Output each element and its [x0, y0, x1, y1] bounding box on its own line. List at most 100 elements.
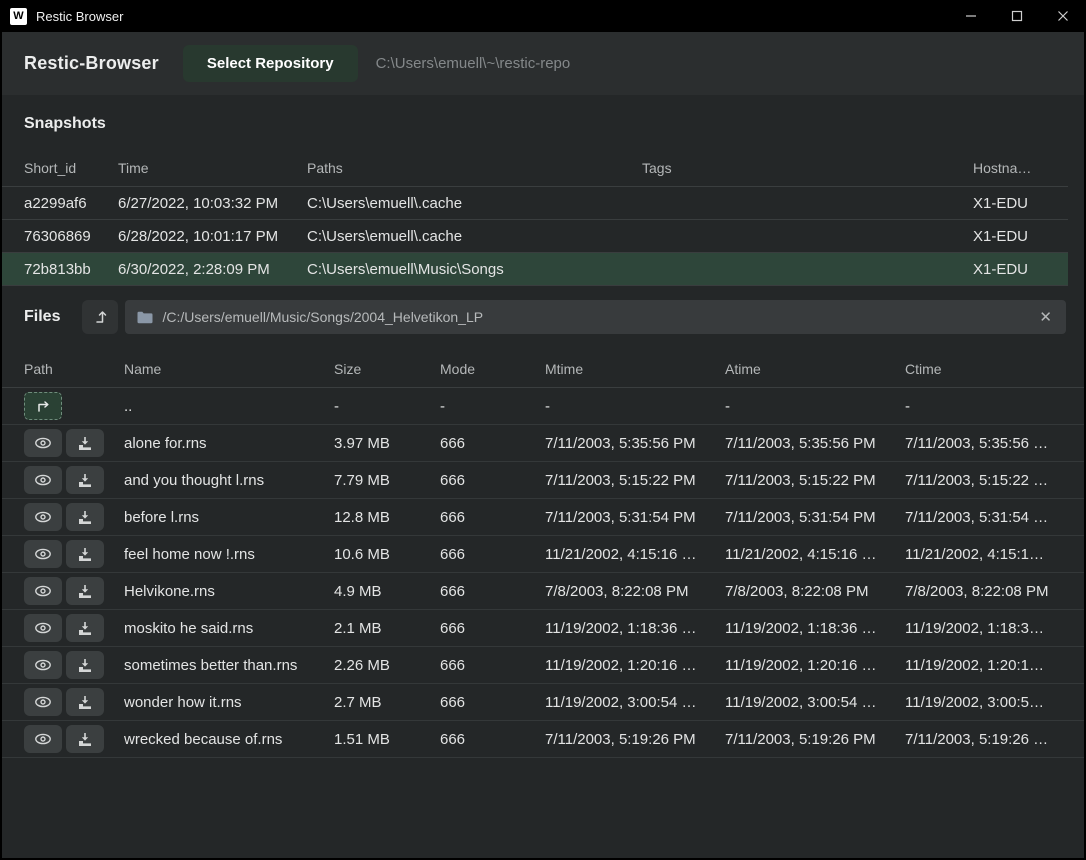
file-mtime: - — [545, 397, 550, 415]
open-parent-directory-button[interactable] — [24, 392, 62, 420]
current-path-field[interactable]: /C:/Users/emuell/Music/Songs/2004_Helvet… — [125, 300, 1066, 334]
file-mtime: 7/11/2003, 5:31:54 PM — [545, 508, 696, 526]
eye-icon — [34, 584, 52, 598]
file-mtime: 7/11/2003, 5:15:22 PM — [545, 471, 696, 489]
file-mode: 666 — [440, 693, 466, 711]
snapshot-short-id: 76306869 — [24, 227, 91, 245]
file-atime: 11/19/2002, 3:00:54 … — [725, 693, 877, 711]
minimize-icon — [965, 10, 977, 22]
file-mtime: 11/19/2002, 1:20:16 … — [545, 656, 697, 674]
close-icon — [1057, 10, 1069, 22]
file-ctime: 7/11/2003, 5:35:56 PM — [905, 434, 1056, 452]
file-row: wonder how it.rns 2.7 MB 666 11/19/2002, 3:… — [2, 684, 1084, 721]
row-actions — [24, 429, 124, 457]
files-table-header: Path Name Size Mode Mtime Atime Ctime — [2, 350, 1084, 388]
preview-file-button[interactable] — [24, 540, 62, 568]
file-mode: - — [440, 397, 445, 415]
preview-file-button[interactable] — [24, 466, 62, 494]
preview-file-button[interactable] — [24, 429, 62, 457]
close-button[interactable] — [1040, 0, 1086, 32]
file-mtime: 7/8/2003, 8:22:08 PM — [545, 582, 689, 600]
preview-file-button[interactable] — [24, 651, 62, 679]
snapshot-row[interactable]: a2299af6 6/27/2022, 10:03:32 PM C:\Users\e… — [2, 187, 1068, 220]
go-parent-directory-button[interactable] — [82, 300, 119, 334]
file-atime: 7/8/2003, 8:22:08 PM — [725, 582, 869, 600]
file-size: 3.97 MB — [334, 434, 390, 452]
file-ctime: 7/8/2003, 8:22:08 PM — [905, 582, 1049, 600]
row-actions — [24, 466, 124, 494]
row-actions — [24, 725, 124, 753]
column-header-size: Size — [334, 360, 362, 377]
column-header-name: Name — [124, 360, 162, 377]
file-size: 2.7 MB — [334, 693, 382, 711]
snapshots-table-header: Short_id Time Paths Tags Hostname — [2, 149, 1068, 187]
minimize-button[interactable] — [948, 0, 994, 32]
file-ctime: 11/19/2002, 1:18:36 … — [905, 619, 1057, 637]
preview-file-button[interactable] — [24, 577, 62, 605]
clear-path-button[interactable]: ✕ — [1039, 308, 1052, 326]
eye-icon — [34, 658, 52, 672]
snapshot-row[interactable]: 76306869 6/28/2022, 10:01:17 PM C:\Users\e… — [2, 220, 1068, 253]
file-atime: 7/11/2003, 5:35:56 PM — [725, 434, 876, 452]
app-logo-icon: W — [10, 7, 27, 25]
snapshot-time: 6/27/2022, 10:03:32 PM — [118, 194, 279, 212]
file-ctime: 7/11/2003, 5:31:54 PM — [905, 508, 1056, 526]
file-mode: 666 — [440, 619, 466, 637]
download-file-button[interactable] — [66, 540, 104, 568]
file-name: moskito he said.rns — [124, 619, 254, 637]
file-mode: 666 — [440, 545, 466, 563]
row-actions — [24, 503, 124, 531]
download-file-button[interactable] — [66, 503, 104, 531]
snapshots-table: Short_id Time Paths Tags Hostname a2299a… — [2, 149, 1068, 286]
select-repository-button[interactable]: Select Repository — [182, 45, 358, 82]
snapshot-hostname: X1-EDU — [973, 227, 1029, 245]
column-header-mode: Mode — [440, 360, 476, 377]
download-file-button[interactable] — [66, 429, 104, 457]
file-ctime: 11/21/2002, 4:15:16 … — [905, 545, 1057, 563]
file-name: wonder how it.rns — [124, 693, 242, 711]
file-mtime: 7/11/2003, 5:19:26 PM — [545, 730, 696, 748]
eye-icon — [34, 473, 52, 487]
preview-file-button[interactable] — [24, 688, 62, 716]
column-header-mtime: Mtime — [545, 360, 584, 377]
file-size: 10.6 MB — [334, 545, 390, 563]
preview-file-button[interactable] — [24, 614, 62, 642]
column-header-path: Path — [24, 360, 53, 377]
file-ctime: 7/11/2003, 5:19:26 PM — [905, 730, 1056, 748]
file-ctime: - — [905, 397, 910, 415]
preview-file-button[interactable] — [24, 503, 62, 531]
file-mtime: 11/19/2002, 1:18:36 … — [545, 619, 697, 637]
folder-icon — [137, 311, 153, 324]
file-mtime: 11/19/2002, 3:00:54 … — [545, 693, 697, 711]
maximize-button[interactable] — [994, 0, 1040, 32]
file-atime: 11/19/2002, 1:20:16 … — [725, 656, 877, 674]
download-icon — [77, 695, 93, 710]
download-icon — [77, 658, 93, 673]
download-file-button[interactable] — [66, 688, 104, 716]
eye-icon — [34, 695, 52, 709]
download-file-button[interactable] — [66, 725, 104, 753]
file-mode: 666 — [440, 471, 466, 489]
app-header: Restic-Browser Select Repository C:\User… — [2, 32, 1084, 95]
download-file-button[interactable] — [66, 614, 104, 642]
download-file-button[interactable] — [66, 577, 104, 605]
file-name: alone for.rns — [124, 434, 207, 452]
download-icon — [77, 621, 93, 636]
file-row: and you thought l.rns 7.79 MB 666 7/11/2003… — [2, 462, 1084, 499]
preview-file-button[interactable] — [24, 725, 62, 753]
download-file-button[interactable] — [66, 466, 104, 494]
file-row: before l.rns 12.8 MB 666 7/11/2003, 5:31:54… — [2, 499, 1084, 536]
file-name: Helvikone.rns — [124, 582, 215, 600]
file-size: - — [334, 397, 339, 415]
file-mode: 666 — [440, 582, 466, 600]
file-atime: 11/21/2002, 4:15:16 … — [725, 545, 877, 563]
download-file-button[interactable] — [66, 651, 104, 679]
file-name: .. — [124, 397, 133, 415]
snapshot-row[interactable]: 72b813bb 6/30/2022, 2:28:09 PM C:\Users\em… — [2, 253, 1068, 286]
file-name: wrecked because of.rns — [124, 730, 283, 748]
file-atime: 7/11/2003, 5:31:54 PM — [725, 508, 876, 526]
snapshot-paths: C:\Users\emuell\.cache — [307, 194, 463, 212]
row-actions — [24, 688, 124, 716]
file-name: feel home now !.rns — [124, 545, 255, 563]
